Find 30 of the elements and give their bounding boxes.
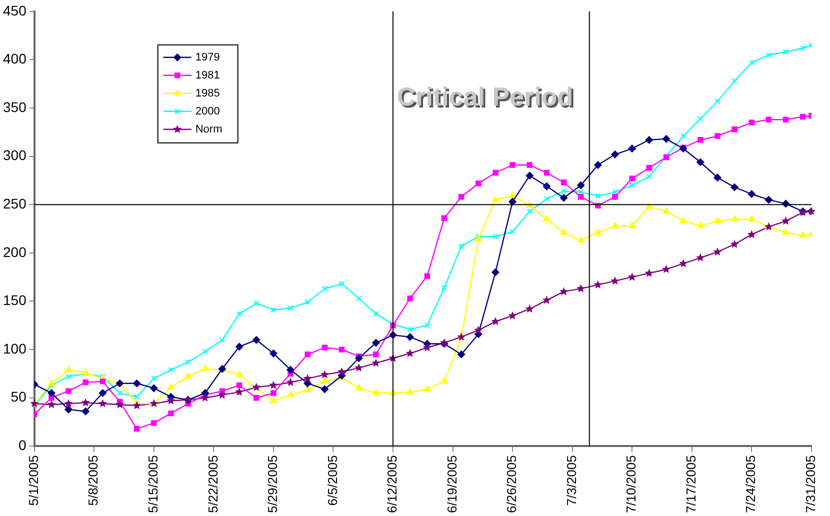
x-tick-label: 6/5/2005 [324, 455, 340, 506]
legend-label: 2000 [195, 105, 220, 118]
y-tick-label: 250 [3, 195, 27, 212]
x-tick-label: 7/10/2005 [624, 455, 639, 514]
x-tick-label: 7/31/2005 [802, 455, 818, 514]
x-tick-label: 5/15/2005 [145, 455, 160, 514]
x-tick-label: 6/26/2005 [504, 455, 520, 514]
legend-label: 1979 [195, 51, 220, 64]
y-tick-label: 0 [18, 437, 27, 454]
x-tick-label: 7/17/2005 [683, 455, 698, 514]
y-tick-label: 300 [3, 147, 27, 164]
y-tick-label: 350 [3, 98, 27, 115]
legend-label: 1985 [195, 87, 220, 100]
y-tick-label: 450 [3, 2, 27, 18]
legend-label: 1981 [195, 69, 220, 82]
x-tick-label: 7/3/2005 [564, 455, 579, 506]
annotation: Critical Period [398, 84, 576, 114]
legend-label: Norm [195, 123, 222, 136]
x-tick-label: 7/24/2005 [743, 455, 758, 514]
y-tick-label: 400 [3, 50, 27, 67]
x-tick-label: 5/8/2005 [86, 455, 101, 506]
y-tick-label: 50 [10, 388, 27, 405]
x-tick-label: 5/22/2005 [205, 455, 220, 514]
x-tick-label: 6/12/2005 [384, 455, 400, 514]
y-tick-label: 100 [3, 340, 27, 356]
x-tick-label: 5/29/2005 [265, 455, 280, 514]
x-tick-label: 6/19/2005 [444, 455, 460, 514]
y-tick-label: 200 [3, 244, 27, 260]
y-tick-label: 150 [3, 292, 27, 308]
x-tick-label: 5/1/2005 [26, 455, 41, 506]
